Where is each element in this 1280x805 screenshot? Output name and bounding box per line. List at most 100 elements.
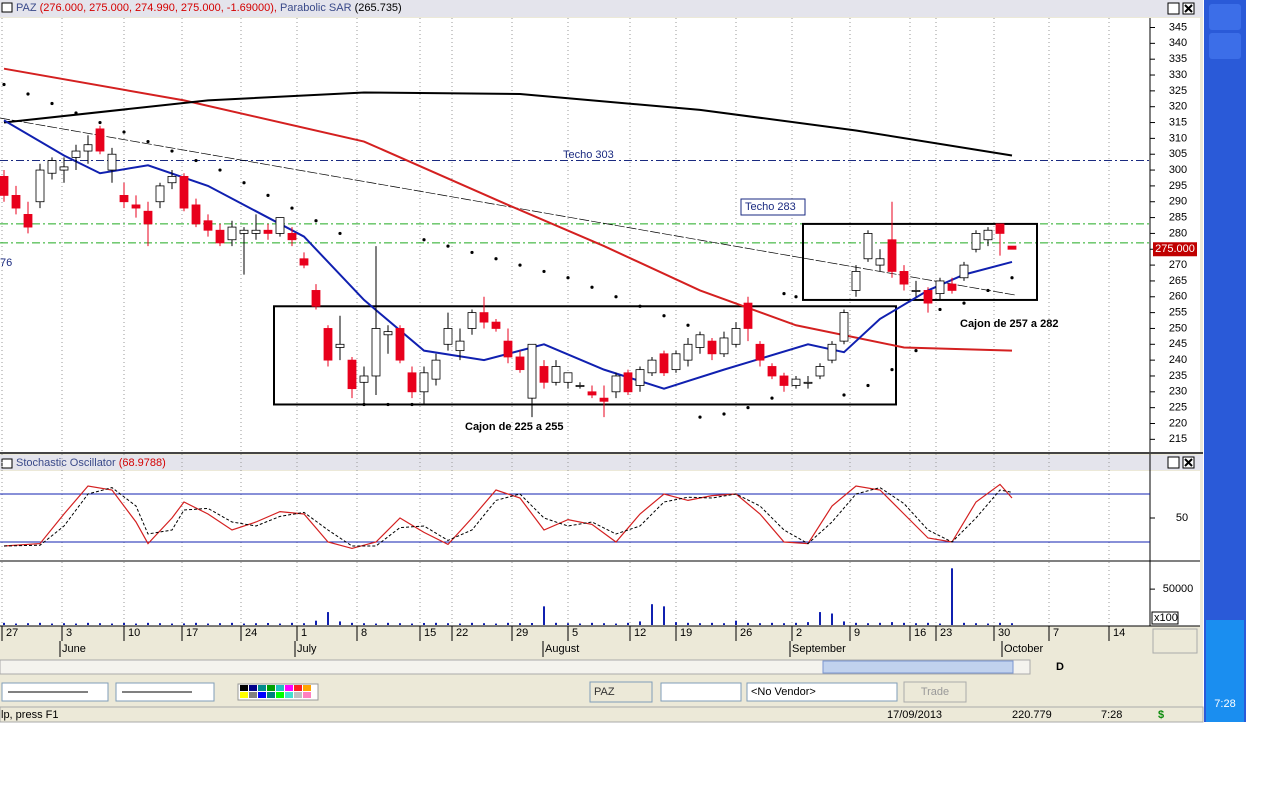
candle-body xyxy=(179,175,189,209)
volume-bar xyxy=(243,623,245,625)
candle-body xyxy=(731,328,741,345)
swatch[interactable] xyxy=(294,685,302,691)
swatch[interactable] xyxy=(267,692,275,698)
volume-bar xyxy=(507,622,509,625)
swatch[interactable] xyxy=(267,685,275,691)
swatch[interactable] xyxy=(258,685,266,691)
moving-average xyxy=(3,91,1013,157)
annotation: Cajon de 225 a 255 xyxy=(465,421,563,433)
y-tick-label: 50000 xyxy=(1163,583,1194,595)
volume-bar xyxy=(591,622,593,625)
y-tick-label: 270 xyxy=(1169,259,1187,271)
swatch[interactable] xyxy=(240,685,248,691)
volume-bar xyxy=(87,622,89,625)
candle-body xyxy=(611,375,621,393)
combo[interactable] xyxy=(660,682,742,702)
volume-bar xyxy=(999,622,1001,625)
candle-body xyxy=(371,328,381,377)
volume-bar xyxy=(375,623,377,625)
candle-body xyxy=(947,283,957,291)
candle-body xyxy=(263,229,273,234)
ticker: PAZ xyxy=(16,2,37,14)
scrollbar[interactable] xyxy=(0,659,1031,675)
volume-bar xyxy=(927,622,929,625)
sar-dot xyxy=(290,206,294,210)
date-label: 16 xyxy=(914,627,926,639)
candle-body xyxy=(143,210,153,225)
maximize-button[interactable] xyxy=(1167,456,1180,469)
annotation: Cajon de 257 a 282 xyxy=(960,318,1058,330)
volume-bar xyxy=(339,621,341,625)
candle-body xyxy=(491,321,501,329)
volume-bar xyxy=(423,622,425,625)
close-icon xyxy=(1184,4,1193,13)
volume-bar xyxy=(819,612,821,625)
swatch[interactable] xyxy=(240,692,248,698)
close-icon xyxy=(1184,458,1193,467)
swatch[interactable] xyxy=(285,692,293,698)
status-bar xyxy=(0,706,1204,723)
candle-body xyxy=(815,366,825,377)
sar-dot xyxy=(122,130,126,134)
y-tick-label: 215 xyxy=(1169,433,1187,445)
scroll-thumb[interactable] xyxy=(822,660,1014,674)
taskbar-button[interactable] xyxy=(1209,33,1241,59)
y-tick-label: 325 xyxy=(1169,85,1187,97)
period-button[interactable]: D xyxy=(1056,661,1064,673)
candle-body xyxy=(863,233,873,260)
volume-bar xyxy=(15,623,17,625)
ticker-input[interactable]: PAZ xyxy=(594,686,615,698)
volume-bar xyxy=(159,623,161,625)
swatch[interactable] xyxy=(285,685,293,691)
status-currency: $ xyxy=(1158,709,1164,721)
ticker-box[interactable] xyxy=(589,681,653,703)
range-box xyxy=(273,305,897,406)
ohlc-values: (276.000, 275.000, 274.990, 275.000, -1.… xyxy=(40,2,277,14)
volume-bar xyxy=(351,622,353,625)
candle-body xyxy=(683,343,693,361)
candle-body xyxy=(911,290,921,292)
candle-body xyxy=(299,258,309,266)
candle-body xyxy=(0,175,9,196)
date-label: 8 xyxy=(361,627,367,639)
volume-bar xyxy=(63,623,65,625)
y-tick-label: 340 xyxy=(1169,37,1187,49)
volume-bar xyxy=(759,623,761,625)
swatch[interactable] xyxy=(276,692,284,698)
volume-bar xyxy=(915,623,917,625)
y-tick-label: 330 xyxy=(1169,69,1187,81)
sar-dot xyxy=(242,181,246,185)
volume-bar xyxy=(711,622,713,625)
volume-bar xyxy=(555,622,557,625)
swatch[interactable] xyxy=(303,692,311,698)
swatch[interactable] xyxy=(294,692,302,698)
y-tick-label: 255 xyxy=(1169,307,1187,319)
sar-dot xyxy=(218,168,222,172)
swatch[interactable] xyxy=(276,685,284,691)
swatch[interactable] xyxy=(249,685,257,691)
trade-button[interactable] xyxy=(903,681,967,703)
moving-average xyxy=(3,119,1013,390)
candle-body xyxy=(983,229,993,241)
price-panel xyxy=(0,18,1200,453)
volume-bar xyxy=(255,623,257,625)
maximize-button[interactable] xyxy=(1167,2,1180,15)
date-label: 7 xyxy=(1053,627,1059,639)
volume-bar xyxy=(1011,623,1013,625)
candle-body xyxy=(995,223,1005,234)
taskbar-button[interactable] xyxy=(1209,4,1241,30)
y-tick-label: 260 xyxy=(1169,291,1187,303)
candle-body xyxy=(359,375,369,383)
candle-body xyxy=(887,239,897,272)
sar-dot xyxy=(74,111,78,115)
candle-body xyxy=(443,328,453,345)
swatch[interactable] xyxy=(249,692,257,698)
last-price-label: 275.000 xyxy=(1155,243,1195,255)
volume-bar xyxy=(459,623,461,625)
volume-bar xyxy=(207,623,209,625)
stoch-value: (68.9788) xyxy=(119,457,166,469)
swatch[interactable] xyxy=(303,685,311,691)
vendor-select[interactable] xyxy=(746,682,898,702)
swatch[interactable] xyxy=(258,692,266,698)
